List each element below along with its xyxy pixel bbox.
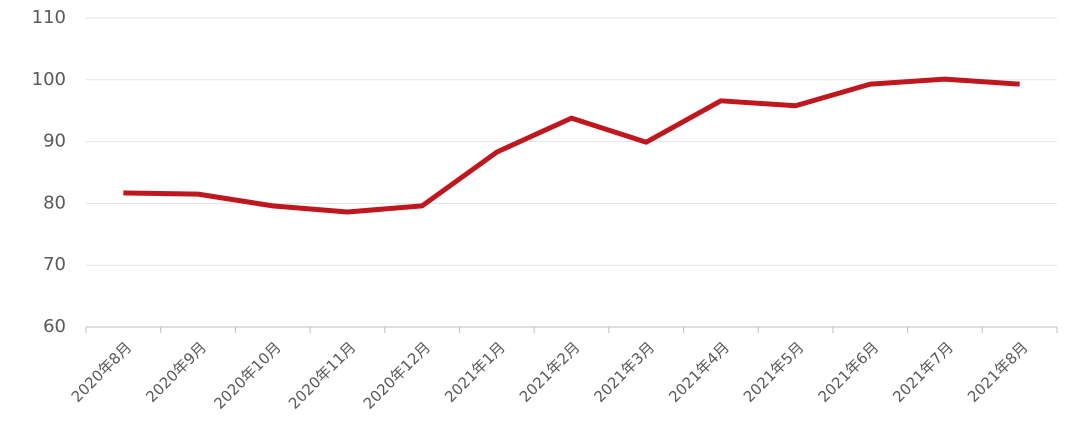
x-tick-label: 2020年8月 — [68, 338, 136, 406]
y-tick-label: 80 — [43, 192, 66, 213]
x-tick-label: 2020年12月 — [360, 338, 434, 412]
x-tick-label: 2020年10月 — [210, 338, 284, 412]
x-tick-label: 2020年11月 — [285, 338, 359, 412]
y-tick-label: 100 — [32, 69, 66, 90]
x-tick-label: 2021年5月 — [740, 338, 808, 406]
x-tick-label: 2021年1月 — [441, 338, 509, 406]
line-series — [123, 76, 1020, 215]
x-tick-label: 2021年6月 — [815, 338, 883, 406]
x-tick-label: 2020年9月 — [142, 338, 210, 406]
y-tick-label: 70 — [43, 254, 66, 275]
y-tick-label: 90 — [43, 131, 66, 152]
x-tick-label: 2021年2月 — [516, 338, 584, 406]
y-tick-label: 60 — [43, 316, 66, 337]
y-tick-label: 110 — [32, 7, 66, 28]
x-tick-label: 2021年8月 — [964, 338, 1032, 406]
x-tick-label: 2021年4月 — [665, 338, 733, 406]
x-tick-label: 2021年3月 — [591, 338, 659, 406]
x-tick-label: 2021年7月 — [889, 338, 957, 406]
